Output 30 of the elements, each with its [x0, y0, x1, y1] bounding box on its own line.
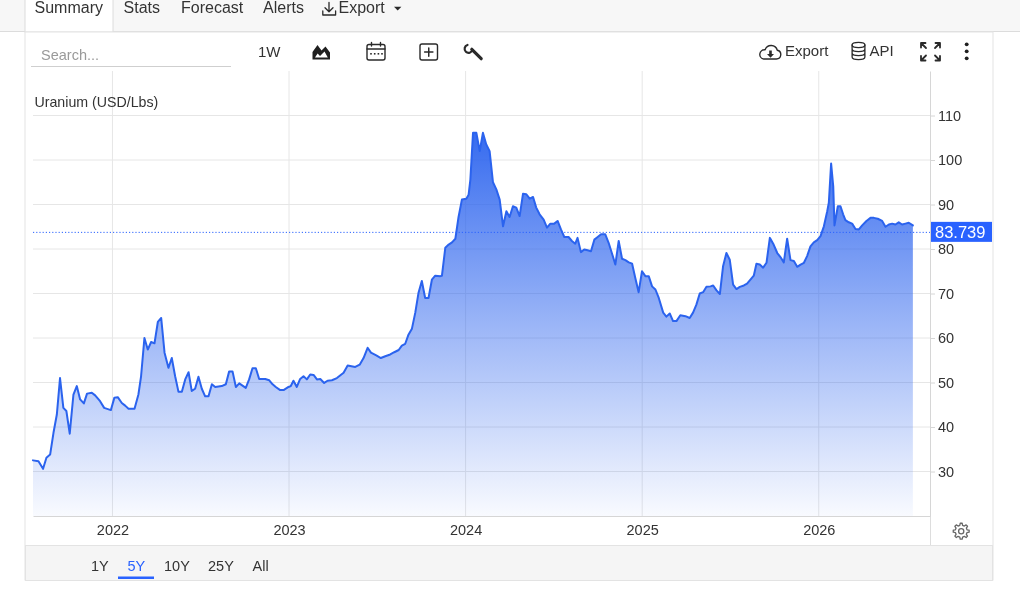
- text: 1W: [258, 43, 282, 60]
- text: Forecast: [181, 0, 244, 16]
- text: All: [252, 558, 269, 574]
- text: Uranium (USD/Lbs): [34, 93, 159, 110]
- ref-line-label: 83.739: [935, 223, 986, 242]
- y-tick-label: 50: [938, 374, 955, 391]
- y-tick-label: 90: [938, 196, 955, 213]
- y-tick-label: 70: [938, 285, 955, 302]
- y-tick-label: 30: [938, 463, 955, 480]
- y-tick-label: 60: [938, 330, 955, 347]
- text: Export: [785, 41, 830, 59]
- y-tick-label: 80: [938, 241, 955, 258]
- text: 1Y: [91, 558, 110, 574]
- text: 10Y: [164, 558, 191, 574]
- text: Summary: [34, 0, 103, 16]
- x-tick-label: 2024: [449, 522, 483, 539]
- x-tick-label: 2026: [803, 522, 836, 539]
- y-tick-label: 110: [938, 107, 962, 124]
- x-tick-label: 2023: [273, 522, 306, 539]
- text: API: [869, 41, 894, 59]
- y-tick-label: 40: [938, 419, 955, 436]
- text: Export: [338, 0, 386, 16]
- x-tick-label: 2022: [96, 522, 130, 539]
- text: 5Y: [127, 558, 146, 574]
- text: Alerts: [263, 0, 304, 16]
- text: Search...: [41, 47, 100, 63]
- y-tick-label: 100: [938, 152, 963, 169]
- x-tick-label: 2025: [626, 522, 659, 539]
- text: 25Y: [208, 558, 235, 574]
- text: Stats: [123, 0, 161, 16]
